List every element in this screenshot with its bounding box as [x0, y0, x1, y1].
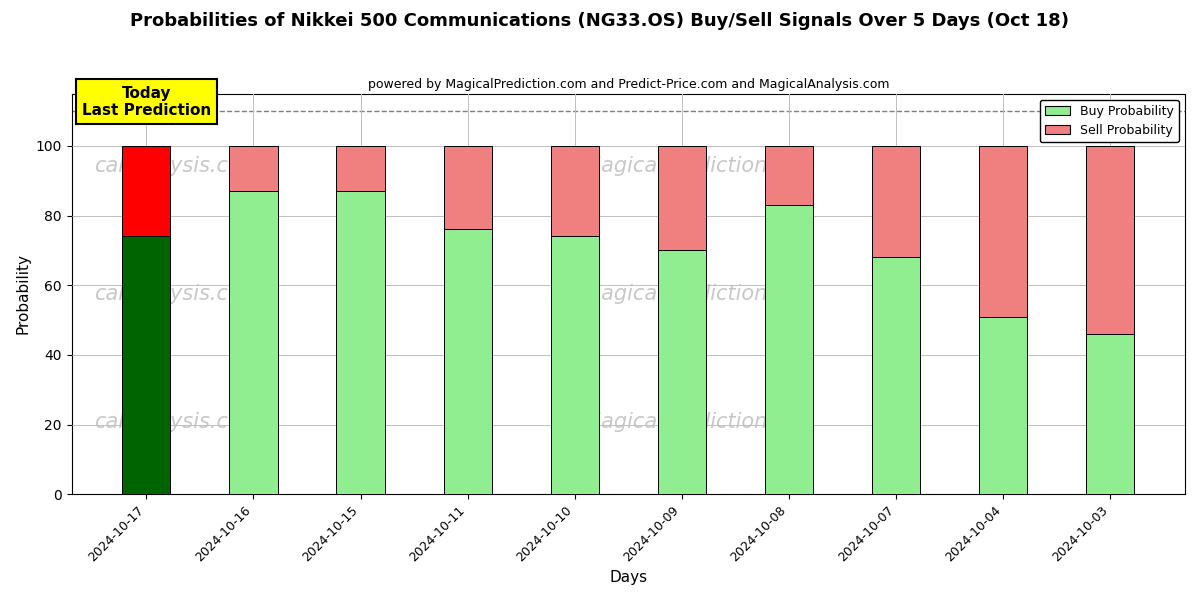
Bar	[551, 146, 599, 236]
Legend: Buy Probability, Sell Probability: Buy Probability, Sell Probability	[1040, 100, 1178, 142]
Title: powered by MagicalPrediction.com and Predict-Price.com and MagicalAnalysis.com: powered by MagicalPrediction.com and Pre…	[367, 78, 889, 91]
Text: Today
Last Prediction: Today Last Prediction	[82, 86, 211, 118]
Text: n   MagicalPrediction.co: n MagicalPrediction.co	[551, 284, 799, 304]
Bar	[336, 191, 385, 494]
Bar	[551, 236, 599, 494]
Bar	[658, 250, 706, 494]
Bar	[444, 229, 492, 494]
X-axis label: Days: Days	[610, 570, 647, 585]
Text: calAnalysis.co: calAnalysis.co	[94, 155, 241, 176]
Bar	[336, 146, 385, 191]
Text: n   MagicalPrediction.co: n MagicalPrediction.co	[551, 155, 799, 176]
Bar	[122, 146, 170, 236]
Y-axis label: Probability: Probability	[16, 253, 30, 334]
Text: Probabilities of Nikkei 500 Communications (NG33.OS) Buy/Sell Signals Over 5 Day: Probabilities of Nikkei 500 Communicatio…	[131, 12, 1069, 30]
Bar	[444, 146, 492, 229]
Bar	[658, 146, 706, 250]
Bar	[1086, 146, 1134, 334]
Text: n   MagicalPrediction.co: n MagicalPrediction.co	[551, 412, 799, 432]
Bar	[122, 236, 170, 494]
Bar	[764, 146, 814, 205]
Bar	[872, 146, 920, 257]
Text: calAnalysis.co: calAnalysis.co	[94, 412, 241, 432]
Bar	[979, 146, 1027, 317]
Bar	[1086, 334, 1134, 494]
Bar	[229, 191, 277, 494]
Bar	[764, 205, 814, 494]
Text: calAnalysis.co: calAnalysis.co	[94, 284, 241, 304]
Bar	[979, 317, 1027, 494]
Bar	[872, 257, 920, 494]
Bar	[229, 146, 277, 191]
